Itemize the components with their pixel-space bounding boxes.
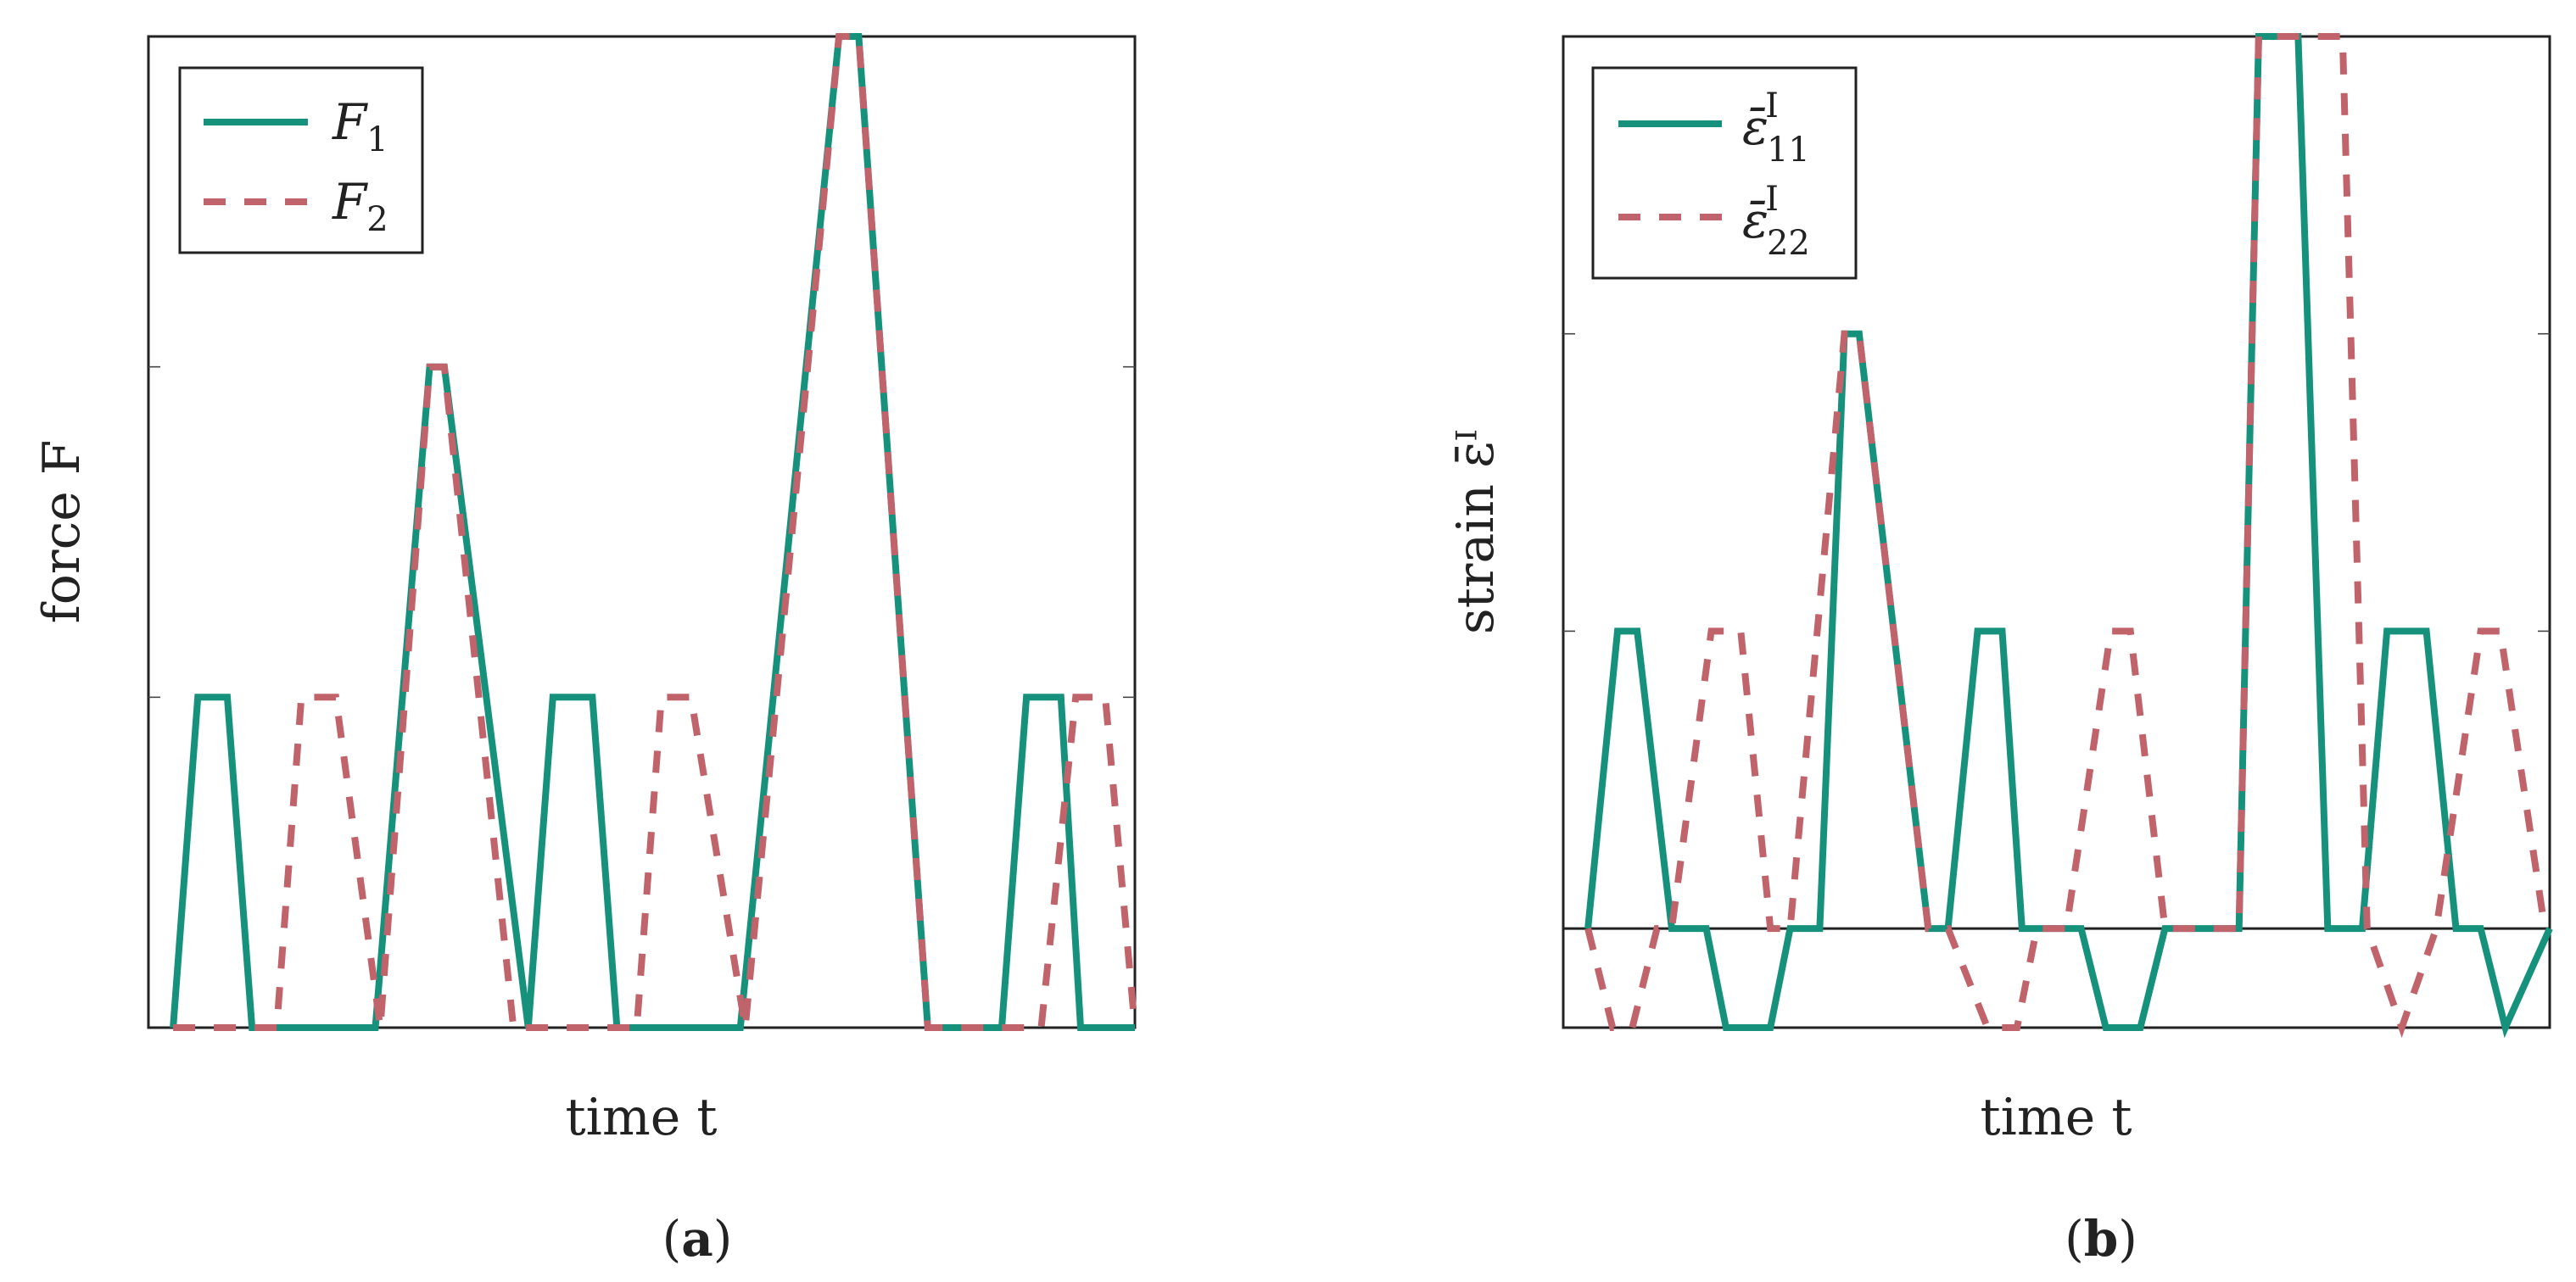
legend: F1 F2	[178, 66, 424, 254]
series-group	[170, 33, 1138, 1031]
series-line-2	[1584, 33, 2549, 1039]
plot-frame	[1562, 35, 2551, 1029]
panel-b: ε̄I 11 ε̄I 22 time t strain ε̄ᴵ (b)	[1446, 33, 2553, 1268]
y-axis-label: strain ε̄ᴵ	[1446, 429, 1506, 634]
series-line-1	[1584, 33, 2553, 1039]
legend-label-2: ε̄I 22	[1742, 180, 1810, 263]
series-group	[1584, 33, 2553, 1039]
x-axis-label: time t	[566, 1088, 718, 1147]
y-ticks	[148, 365, 1135, 699]
legend: ε̄I 11 ε̄I 22	[1591, 66, 1858, 280]
legend-box	[1591, 66, 1858, 280]
legend-label-1: ε̄I 11	[1742, 86, 1810, 170]
legend-label-1: F1	[332, 93, 388, 159]
series-line-2	[173, 33, 1138, 1031]
panel-a: F1 F2 time t force F (a)	[32, 33, 1138, 1268]
panel-caption: (b)	[2065, 1210, 2137, 1268]
legend-box	[178, 66, 424, 254]
legend-label-2: F2	[332, 173, 388, 239]
x-axis-label: time t	[1981, 1088, 2132, 1147]
y-axis-label: force F	[32, 440, 92, 624]
panel-caption: (a)	[662, 1210, 733, 1268]
